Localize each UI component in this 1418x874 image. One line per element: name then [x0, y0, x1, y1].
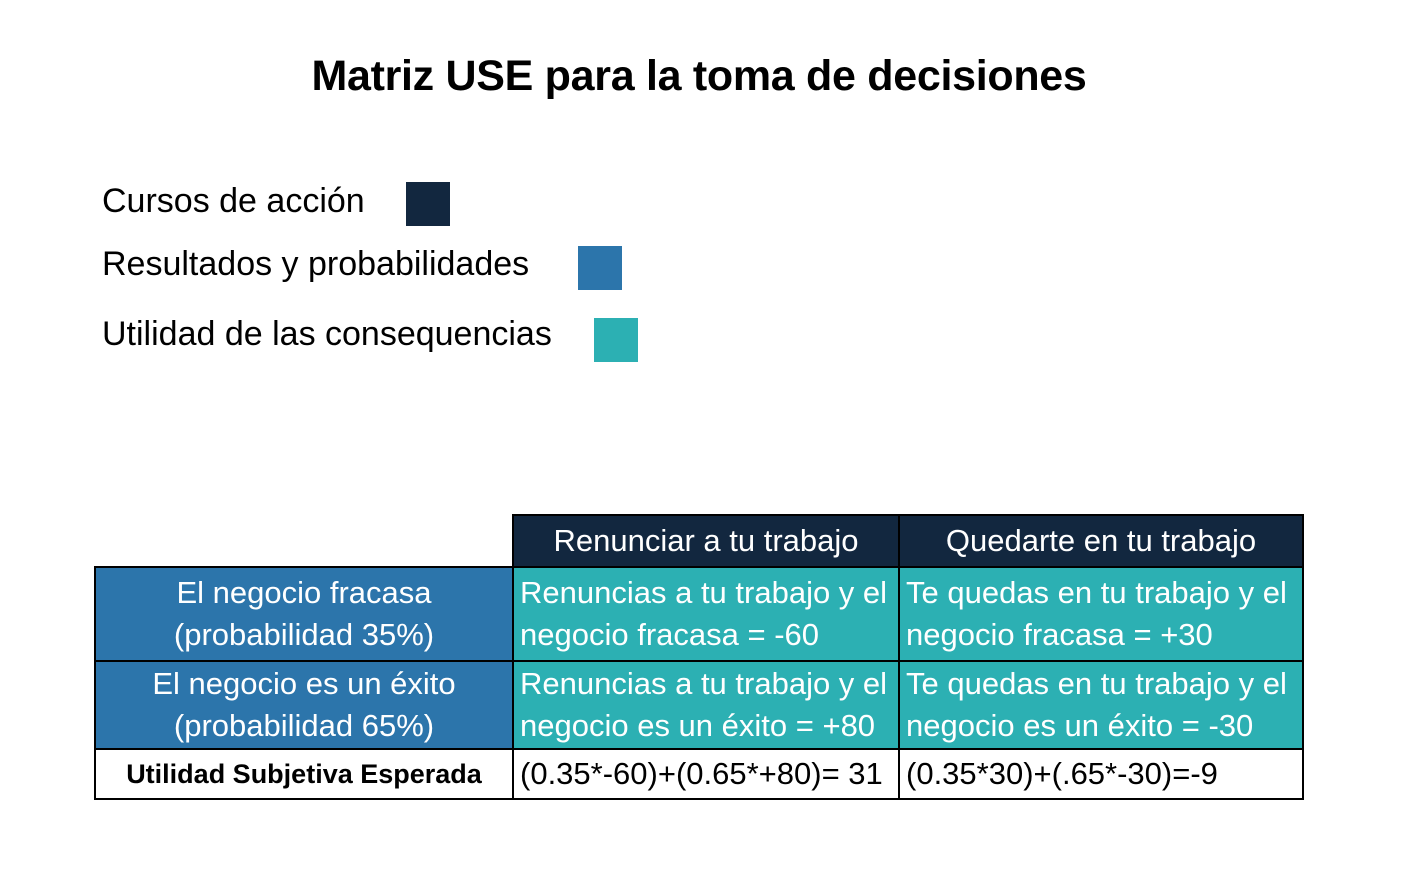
row-header-line: (probabilidad 65%) — [173, 708, 435, 743]
cell-line: Renuncias a tu trabajo y el — [520, 575, 888, 610]
cell-line: negocio es un éxito = -30 — [906, 708, 1254, 743]
row-header-line: (probabilidad 35%) — [173, 617, 435, 652]
matrix-corner — [95, 515, 513, 567]
consequence-cell: Te quedas en tu trabajo y el negocio es … — [898, 660, 1304, 750]
row-header-line: El negocio fracasa — [176, 575, 432, 610]
decision-matrix: Renunciar a tu trabajo Quedarte en tu tr… — [94, 514, 1304, 800]
row-header-exito: El negocio es un éxito (probabilidad 65%… — [94, 660, 514, 750]
cell-line: Te quedas en tu trabajo y el — [906, 666, 1287, 701]
use-value-renunciar: (0.35*-60)+(0.65*+80)= 31 — [512, 748, 900, 800]
column-header-renunciar: Renunciar a tu trabajo — [512, 514, 900, 568]
legend-swatch-utilidad — [594, 318, 638, 362]
use-label: Utilidad Subjetiva Esperada — [94, 748, 514, 800]
page-title: Matriz USE para la toma de decisiones — [311, 52, 1087, 100]
cell-line: negocio fracasa = -60 — [520, 617, 819, 652]
legend-swatch-resultados — [578, 246, 622, 290]
legend-label-cursos: Cursos de acción — [102, 182, 365, 220]
use-value-quedarte: (0.35*30)+(.65*-30)=-9 — [898, 748, 1304, 800]
consequence-cell: Renuncias a tu trabajo y el negocio es u… — [512, 660, 900, 750]
legend-label-utilidad: Utilidad de las consequencias — [102, 315, 552, 353]
cell-line: negocio fracasa = +30 — [906, 617, 1213, 652]
legend-label-resultados: Resultados y probabilidades — [102, 245, 530, 283]
consequence-cell: Te quedas en tu trabajo y el negocio fra… — [898, 566, 1304, 662]
row-header-fracasa: El negocio fracasa (probabilidad 35%) — [94, 566, 514, 662]
row-header-line: El negocio es un éxito — [152, 666, 456, 701]
legend-swatch-cursos — [406, 182, 450, 226]
cell-line: Te quedas en tu trabajo y el — [906, 575, 1287, 610]
consequence-cell: Renuncias a tu trabajo y el negocio frac… — [512, 566, 900, 662]
column-header-quedarte: Quedarte en tu trabajo — [898, 514, 1304, 568]
cell-line: Renuncias a tu trabajo y el — [520, 666, 888, 701]
cell-line: negocio es un éxito = +80 — [520, 708, 876, 743]
